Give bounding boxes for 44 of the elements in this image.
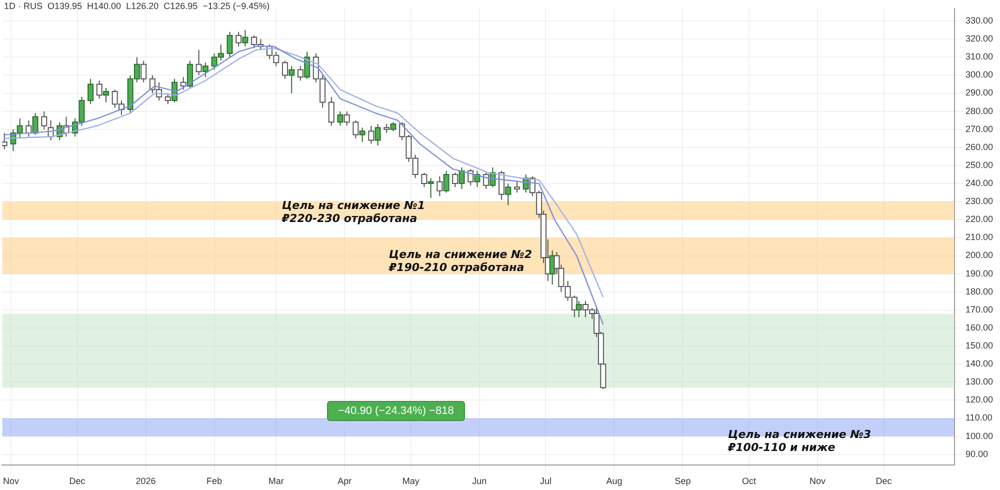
x-tick-label: Dec: [69, 476, 86, 486]
y-tick-label: 280.00: [965, 106, 994, 116]
y-tick-label: 200.00: [965, 250, 994, 260]
y-tick-label: 330.00: [965, 16, 994, 26]
y-tick-label: 100.00: [965, 430, 994, 441]
y-tick-label: 120.00: [965, 394, 994, 405]
y-tick-label: 220.00: [965, 214, 994, 224]
y-tick-label: 240.00: [965, 178, 994, 188]
y-tick-label: 230.00: [965, 196, 994, 206]
x-tick-label: Jul: [540, 476, 552, 486]
annotation: Цель на снижение №2 ₽190-210 отработана: [388, 248, 532, 274]
y-tick-label: 180.00: [965, 286, 994, 296]
y-tick-label: 170.00: [965, 304, 994, 314]
y-tick-label: 290.00: [965, 88, 994, 98]
y-tick-label: 310.00: [965, 52, 994, 62]
y-tick-label: 90.00: [965, 448, 988, 459]
x-tick-label: Nov: [809, 476, 826, 486]
x-tick-label: Apr: [338, 476, 352, 486]
y-tick-label: 150.00: [965, 340, 994, 351]
x-tick-label: Nov: [2, 476, 20, 486]
annotation: −40.90 (−24.34%) −818: [327, 401, 465, 421]
x-tick-label: Aug: [606, 476, 622, 486]
y-tick-label: 210.00: [965, 232, 994, 242]
y-tick-label: 320.00: [965, 34, 994, 44]
y-tick-label: 140.00: [965, 358, 994, 369]
y-tick-label: 270.00: [965, 124, 994, 134]
chart-subtitle: 1D · RUS O139.95 H140.00 L126.20 C126.95 −13.25 (−9.45%): [4, 1, 270, 11]
x-tick-label: Mar: [268, 476, 284, 486]
y-tick-label: 250.00: [965, 160, 994, 170]
y-tick-label: 190.00: [965, 268, 994, 278]
x-tick-label: Feb: [206, 476, 222, 486]
annotation: Цель на снижение №1 ₽220-230 отработана: [282, 199, 425, 225]
x-tick-label: Oct: [742, 476, 756, 486]
x-tick-label: Sep: [674, 476, 691, 486]
x-tick-label: 2026: [136, 476, 156, 486]
x-tick-label: Dec: [876, 476, 892, 486]
annotation: Цель на снижение №3 ₽100-110 и ниже: [728, 428, 872, 454]
y-tick-label: 300.00: [965, 70, 994, 80]
x-tick-label: Jun: [472, 476, 487, 486]
x-tick-label: May: [402, 476, 420, 486]
y-tick-label: 260.00: [965, 142, 994, 152]
y-tick-label: 160.00: [965, 322, 994, 332]
y-tick-label: 130.00: [965, 376, 994, 387]
y-tick-label: 110.00: [965, 412, 992, 423]
